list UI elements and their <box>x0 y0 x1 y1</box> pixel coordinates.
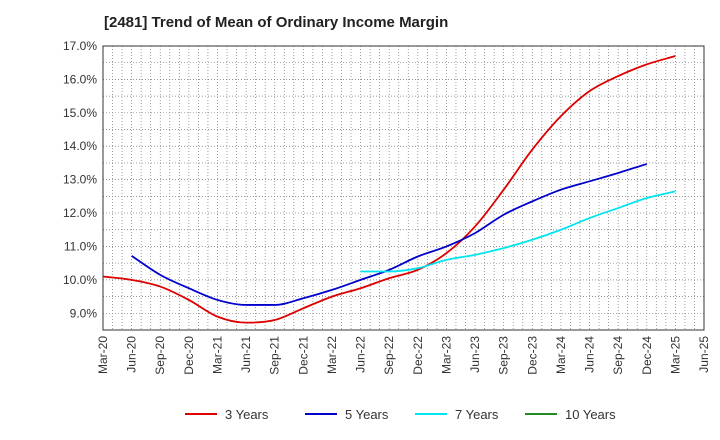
x-tick-label: Dec-24 <box>640 336 654 375</box>
y-tick-label: 17.0% <box>63 39 97 53</box>
x-tick-label: Mar-22 <box>325 336 339 374</box>
plot-border <box>102 45 705 331</box>
chart-title: [2481] Trend of Mean of Ordinary Income … <box>104 14 449 31</box>
x-tick-label: Sep-23 <box>497 336 511 375</box>
legend-label: 10 Years <box>565 407 616 422</box>
x-tick-label: Dec-20 <box>182 336 196 375</box>
series-line-3-years <box>102 55 676 324</box>
series-line-5-years <box>131 163 648 306</box>
y-tick-label: 13.0% <box>63 173 97 187</box>
legend-label: 3 Years <box>225 407 269 422</box>
y-tick-label: 9.0% <box>70 306 98 320</box>
x-tick-label: Mar-20 <box>96 336 110 374</box>
x-tick-label: Mar-23 <box>439 336 453 374</box>
x-tick-label: Sep-22 <box>382 336 396 375</box>
x-tick-label: Jun-21 <box>239 336 253 373</box>
y-tick-label: 16.0% <box>63 72 97 86</box>
x-tick-label: Dec-22 <box>411 336 425 375</box>
x-tick-label: Sep-21 <box>268 336 282 375</box>
x-tick-label: Sep-24 <box>611 336 625 375</box>
x-tick-label: Jun-22 <box>354 336 368 373</box>
x-tick-label: Sep-20 <box>153 336 167 375</box>
y-tick-label: 14.0% <box>63 139 97 153</box>
y-tick-label: 12.0% <box>63 206 97 220</box>
x-tick-label: Dec-21 <box>296 336 310 375</box>
x-tick-label: Jun-25 <box>697 336 711 373</box>
y-tick-label: 10.0% <box>63 273 97 287</box>
x-tick-label: Dec-23 <box>525 336 539 375</box>
y-tick-label: 11.0% <box>64 239 97 253</box>
series-line-7-years <box>360 190 676 273</box>
y-tick-label: 15.0% <box>63 106 97 120</box>
x-tick-label: Jun-23 <box>468 336 482 373</box>
x-tick-label: Jun-20 <box>125 336 139 373</box>
x-tick-label: Mar-24 <box>554 336 568 374</box>
x-tick-label: Mar-21 <box>210 336 224 374</box>
legend-label: 7 Years <box>455 407 499 422</box>
plot-area <box>103 46 704 330</box>
legend-label: 5 Years <box>345 407 389 422</box>
x-tick-label: Mar-25 <box>668 336 682 374</box>
x-tick-label: Jun-24 <box>583 336 597 373</box>
